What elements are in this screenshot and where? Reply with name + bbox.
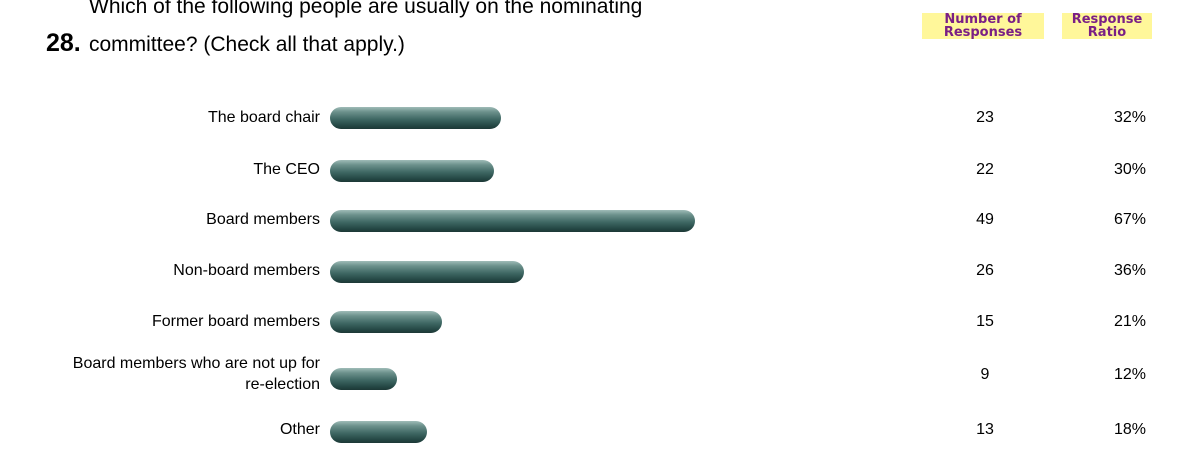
header-ratio-line-1: Response <box>1062 13 1152 26</box>
question-number: 28. <box>46 29 81 57</box>
header-count-line-2: Responses <box>922 26 1044 39</box>
row-label: Non-board members <box>173 262 320 279</box>
row-label-line-1: Board members who are not up for <box>72 355 320 372</box>
response-ratio: 18% <box>1113 421 1147 438</box>
bar <box>330 160 494 182</box>
response-count: 13 <box>976 421 994 438</box>
row-label: The CEO <box>253 161 320 178</box>
row-label: The board chair <box>207 109 320 126</box>
row-label: Former board members <box>151 313 320 330</box>
bar <box>330 107 501 129</box>
header-ratio-line-2: Ratio <box>1062 26 1152 39</box>
row-label: Other <box>279 421 320 438</box>
bar <box>330 311 442 333</box>
response-ratio: 30% <box>1113 161 1147 178</box>
header-count-line-1: Number of <box>922 13 1044 26</box>
response-ratio: 21% <box>1113 313 1147 330</box>
row-label-line-2: re-election <box>245 376 320 393</box>
response-count: 23 <box>976 109 994 126</box>
question-text-line-2: committee? (Check all that apply.) <box>89 33 405 56</box>
response-ratio: 12% <box>1113 366 1147 383</box>
row-label: Board members <box>206 211 320 228</box>
question-text-line-1: Which of the following people are usuall… <box>89 0 643 18</box>
response-count: 15 <box>976 313 994 330</box>
header-response-ratio: Response Ratio <box>1062 13 1152 39</box>
response-ratio: 32% <box>1113 109 1147 126</box>
bar <box>330 421 427 443</box>
response-count: 22 <box>976 161 994 178</box>
bar <box>330 368 397 390</box>
header-number-of-responses: Number of Responses <box>922 13 1044 39</box>
bar <box>330 210 695 232</box>
response-count: 26 <box>976 262 994 279</box>
response-count: 49 <box>976 211 994 228</box>
response-ratio: 67% <box>1113 211 1147 228</box>
response-count: 9 <box>980 366 990 383</box>
bar <box>330 261 524 283</box>
response-ratio: 36% <box>1113 262 1147 279</box>
